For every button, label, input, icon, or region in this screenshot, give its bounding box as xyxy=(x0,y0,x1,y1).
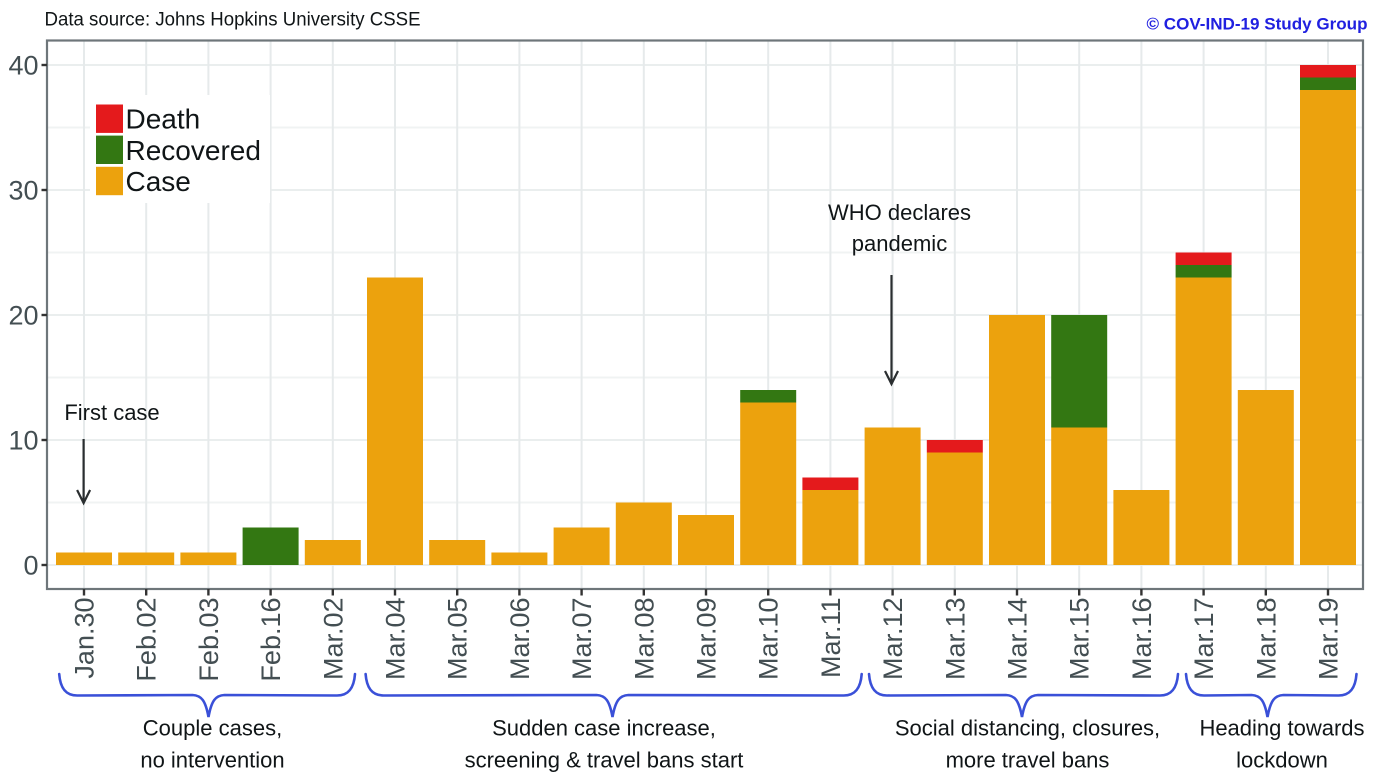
svg-text:pandemic: pandemic xyxy=(852,231,947,256)
svg-text:0: 0 xyxy=(23,551,38,581)
svg-text:10: 10 xyxy=(8,426,38,456)
svg-text:screening & travel bans start: screening & travel bans start xyxy=(465,748,744,773)
svg-text:Mar.19: Mar.19 xyxy=(1314,598,1344,681)
svg-text:Death: Death xyxy=(126,104,201,135)
svg-text:Data source: Johns Hopkins Uni: Data source: Johns Hopkins University CS… xyxy=(45,10,421,31)
svg-text:Mar.12: Mar.12 xyxy=(878,598,908,681)
svg-text:Mar.09: Mar.09 xyxy=(692,598,722,681)
svg-text:Social distancing, closures,: Social distancing, closures, xyxy=(895,716,1160,741)
svg-text:Mar.06: Mar.06 xyxy=(505,598,535,681)
svg-text:Mar.16: Mar.16 xyxy=(1127,598,1157,681)
svg-text:Feb.02: Feb.02 xyxy=(132,598,162,682)
svg-text:Feb.03: Feb.03 xyxy=(194,598,224,682)
svg-text:Mar.08: Mar.08 xyxy=(629,598,659,681)
svg-text:© COV-IND-19 Study Group: © COV-IND-19 Study Group xyxy=(1147,15,1368,34)
svg-text:WHO declares: WHO declares xyxy=(828,200,971,225)
svg-text:Jan.30: Jan.30 xyxy=(70,598,100,679)
svg-text:Mar.04: Mar.04 xyxy=(381,598,411,681)
svg-text:Mar.18: Mar.18 xyxy=(1251,598,1281,681)
svg-text:30: 30 xyxy=(8,176,38,206)
svg-text:Mar.07: Mar.07 xyxy=(567,598,597,681)
svg-text:20: 20 xyxy=(8,301,38,331)
svg-text:lockdown: lockdown xyxy=(1236,748,1328,773)
svg-text:Sudden case increase,: Sudden case increase, xyxy=(492,716,716,741)
svg-text:Mar.02: Mar.02 xyxy=(318,598,348,681)
svg-text:Mar.14: Mar.14 xyxy=(1003,598,1033,681)
svg-text:Mar.15: Mar.15 xyxy=(1065,598,1095,681)
svg-text:Mar.05: Mar.05 xyxy=(443,598,473,681)
svg-text:Couple cases,: Couple cases, xyxy=(143,716,282,741)
svg-text:Recovered: Recovered xyxy=(126,135,261,166)
svg-text:more travel bans: more travel bans xyxy=(946,748,1110,773)
svg-text:no intervention: no intervention xyxy=(140,748,284,773)
svg-text:Feb.16: Feb.16 xyxy=(256,598,286,682)
svg-text:Heading towards: Heading towards xyxy=(1199,716,1364,741)
svg-text:Mar.10: Mar.10 xyxy=(754,598,784,681)
svg-text:Mar.13: Mar.13 xyxy=(940,598,970,681)
svg-text:First case: First case xyxy=(64,400,159,425)
svg-text:40: 40 xyxy=(8,51,38,81)
svg-text:Mar.11: Mar.11 xyxy=(816,598,846,679)
svg-text:Case: Case xyxy=(126,166,191,197)
svg-text:Mar.17: Mar.17 xyxy=(1189,598,1219,681)
